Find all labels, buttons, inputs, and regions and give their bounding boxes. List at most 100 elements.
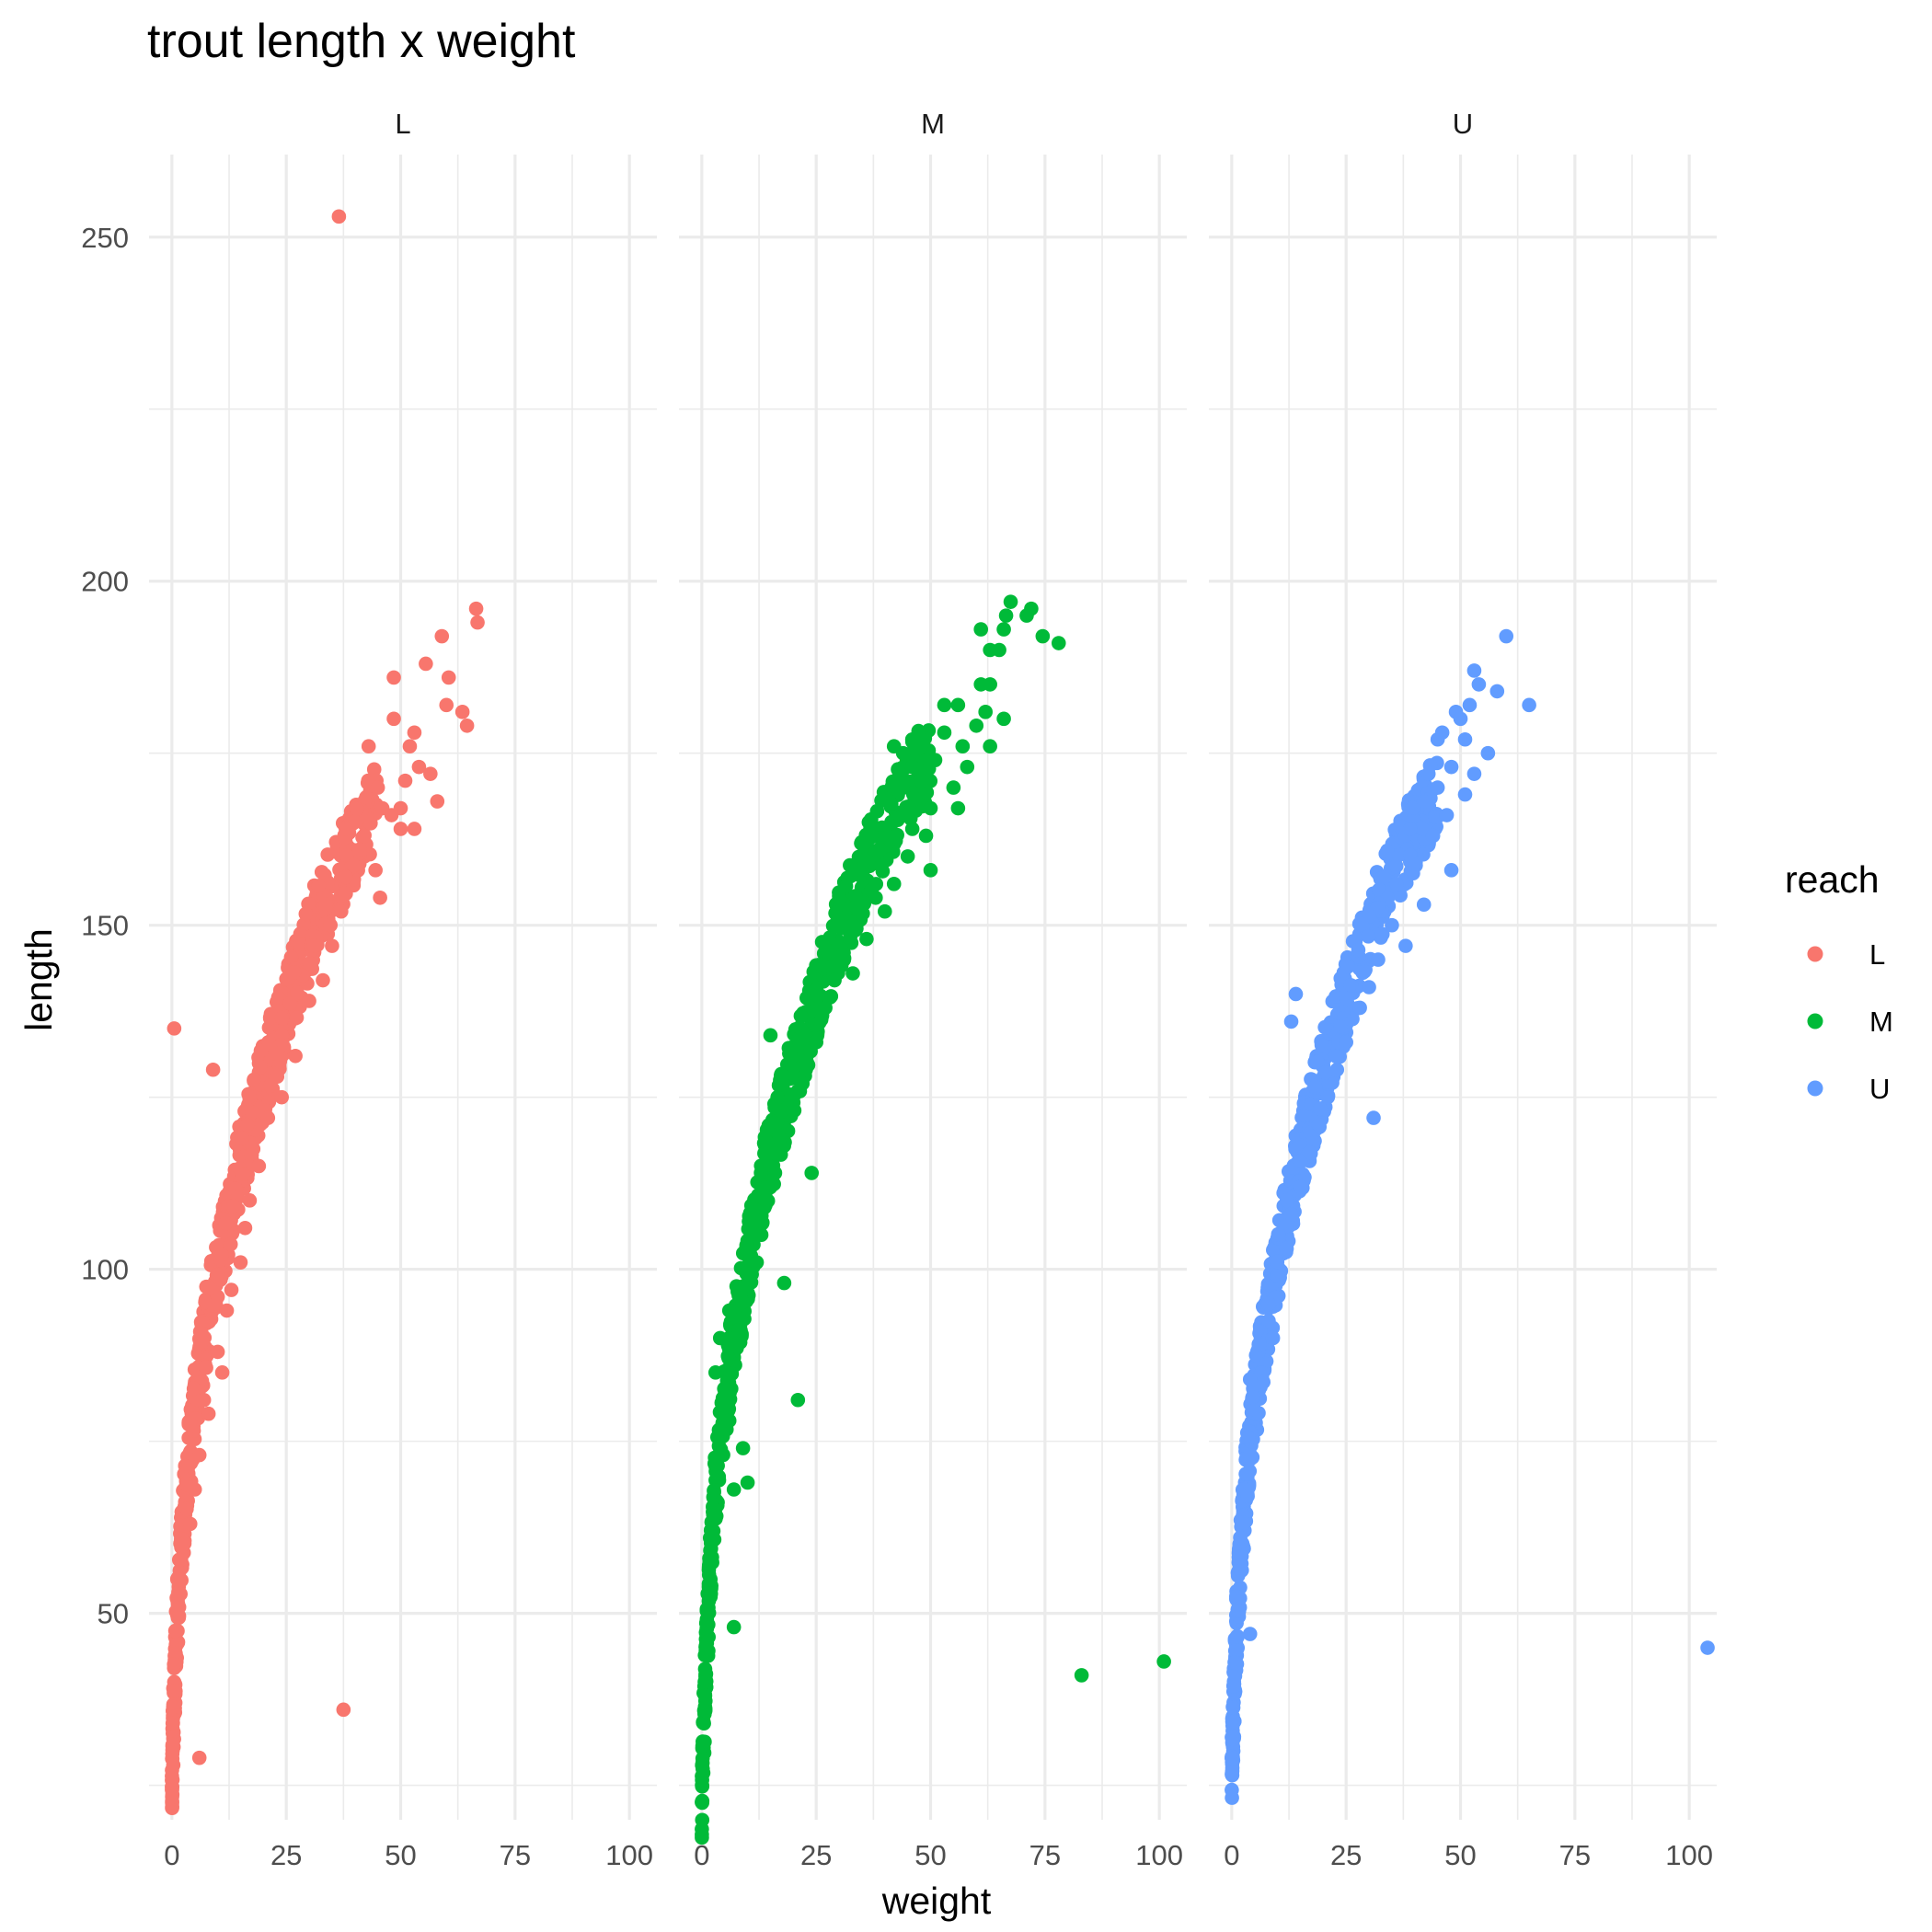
scatter-point [411,759,427,775]
scatter-point [1371,952,1386,967]
scatter-point [937,725,952,741]
scatter-point [1231,1604,1247,1618]
scatter-point [339,869,353,885]
scatter-point [178,1458,193,1474]
scatter-point [753,1158,769,1173]
scatter-point [171,1600,187,1615]
y-axis-title: length [17,928,60,1031]
scatter-point [1462,697,1478,713]
scatter-point [1439,808,1455,822]
scatter-point [316,972,330,988]
scatter-point [950,800,966,816]
scatter-point [703,1553,718,1569]
scatter-point [820,944,835,959]
scatter-point [247,1072,261,1087]
scatter-point [795,1075,811,1091]
scatter-point [1380,843,1395,858]
scatter-point [270,990,286,1005]
scatter-point [1416,794,1432,809]
scatter-point [864,828,879,844]
scatter-point [1361,929,1376,944]
scatter-point [288,1048,303,1064]
scatter-point [262,1011,278,1026]
scatter-point [763,1179,778,1195]
point-cloud [165,209,485,1815]
scatter-point [166,1757,181,1773]
scatter-point [886,877,902,891]
scatter-point [697,1688,713,1703]
scatter-point [201,1406,216,1421]
scatter-point [1233,1530,1248,1546]
scatter-point [1279,1241,1294,1257]
scatter-point [900,849,915,864]
scatter-point [407,822,422,836]
scatter-point [172,1552,187,1568]
facet-panel-U: U 0 25 50 75 100 [1209,108,1717,1871]
scatter-point [703,1571,719,1587]
scatter-point [165,1768,179,1784]
scatter-point [166,1737,180,1752]
scatter-point [167,1021,182,1036]
scatter-point [868,877,884,891]
scatter-point [836,945,851,960]
scatter-point [1406,800,1420,815]
scatter-point [366,762,382,777]
scatter-point [946,780,961,795]
scatter-point [790,1392,806,1408]
scatter-point [1389,877,1404,891]
scatter-point [1051,636,1066,650]
scatter-point [742,1272,757,1287]
scatter-point [895,745,911,761]
scatter-point [370,780,385,795]
scatter-point [695,1757,709,1773]
scatter-point [270,1069,285,1085]
scatter-point [1366,1110,1381,1125]
scatter-point [1019,608,1034,623]
scatter-point [165,1789,179,1804]
scatter-point [726,1482,742,1497]
scatter-point [891,780,906,795]
scatter-point [325,938,339,953]
x-tick-label: 100 [605,1839,653,1871]
scatter-point [1351,916,1367,932]
scatter-point [891,762,905,777]
scatter-point [1398,938,1413,953]
legend-key-L [1807,946,1823,962]
scatter-point [718,1390,733,1406]
legend-title: reach [1785,858,1880,901]
scatter-point [470,615,485,630]
scatter-point [707,1506,722,1522]
scatter-point [1343,978,1359,993]
scatter-point [1466,663,1482,678]
scatter-point [168,1646,183,1662]
scatter-point [914,773,929,788]
scatter-point [337,886,352,901]
scatter-point [1293,1154,1308,1168]
legend: reach L M U [1785,858,1893,1105]
x-tick-label: 50 [1444,1839,1476,1871]
scatter-point [191,1447,207,1463]
scatter-point [857,896,872,911]
scatter-point [1317,1019,1332,1035]
scatter-point [245,1105,260,1121]
scatter-point [209,1268,224,1282]
scatter-point [1425,828,1441,844]
scatter-point [1320,1089,1336,1105]
facet-strip-label: L [395,108,410,140]
scatter-point [1226,1678,1241,1694]
scatter-point [793,1008,809,1024]
scatter-point [735,1294,750,1309]
scatter-point [1403,822,1418,836]
scatter-point [173,1586,189,1602]
x-tick-label: 50 [914,1839,946,1871]
scatter-point [1280,1192,1294,1208]
scatter-point [167,1623,183,1639]
scatter-point [1522,697,1536,713]
chart-title: trout length x weight [147,15,576,68]
scatter-point [293,937,307,951]
scatter-point [950,697,966,713]
scatter-point [1362,980,1376,995]
scatter-point [1003,594,1018,609]
scatter-point [749,1255,765,1270]
scatter-point [1256,1374,1271,1390]
